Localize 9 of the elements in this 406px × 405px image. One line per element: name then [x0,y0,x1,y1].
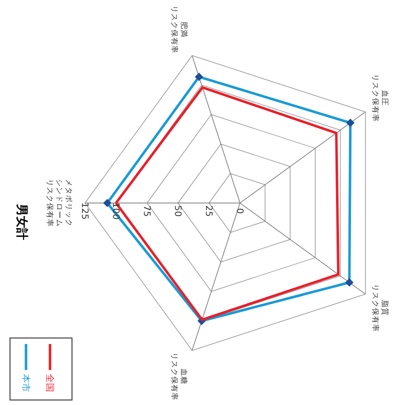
y-tick-label: 25 [203,205,213,217]
y-tick-label: 50 [172,205,182,217]
text: 男女計 [15,203,29,240]
y-tick-label: 75 [141,205,151,217]
text: 本市 [20,374,31,392]
y-tick-label: 100 [110,202,120,220]
y-tick-label: 0 [234,208,244,214]
text: 全国 [44,374,55,392]
y-tick-label: 125 [79,202,89,220]
